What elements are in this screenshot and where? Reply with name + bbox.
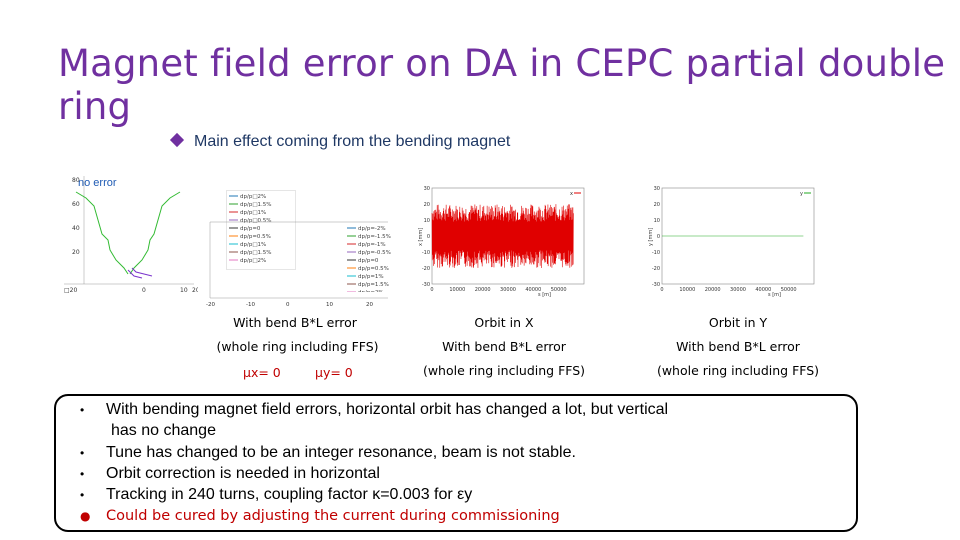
orbit-x-tick: 40000: [755, 287, 771, 293]
legend-entry: dp/p=1%: [358, 274, 384, 280]
da1-x-tick: 10: [180, 287, 188, 294]
orbit-y-tick: -20: [652, 266, 660, 272]
orbit-x-tick: 10000: [679, 287, 695, 293]
orbit-x-tick: 50000: [551, 287, 567, 293]
orbit-x-label: s [m]: [768, 292, 781, 298]
orbit-y-tick: 10: [654, 218, 660, 224]
orbit-y-tick: 20: [424, 202, 430, 208]
orbit-y-tick: 0: [427, 234, 430, 240]
da2-x-tick: 10: [326, 302, 333, 308]
summary-bullet-2-text: Tune has changed to be an integer resona…: [106, 444, 576, 461]
orbit-x-label: s [m]: [538, 292, 551, 298]
diamond-bullet-icon: [169, 132, 185, 148]
legend-entry: dp/p□1%: [240, 210, 266, 216]
da1-y-tick: 60: [72, 201, 80, 208]
summary-bullet-4: • Tracking in 240 turns, coupling factor …: [80, 486, 473, 503]
slide-title: Magnet field error on DA in CEPC partial…: [58, 42, 946, 128]
orbit-y-tick: 10: [424, 218, 430, 224]
orbit-x-tick: 20000: [475, 287, 491, 293]
legend-entry: dp/p=-0.5%: [358, 250, 391, 256]
legend-entry: dp/p=-2%: [358, 226, 386, 232]
da-with-error-plot: -20 -10 0 10 20: [206, 221, 388, 308]
summary-box: [54, 394, 858, 532]
orbit-legend-label: y: [800, 191, 803, 197]
da-caption-line2: (whole ring including FFS): [216, 339, 379, 354]
legend-entry: dp/p□1.5%: [240, 250, 272, 256]
orbit-trace: [431, 204, 574, 268]
legend-entry: dp/p=-1%: [358, 242, 386, 248]
legend-entry: dp/p=-1.5%: [358, 234, 391, 240]
orbit-x-tick: 30000: [730, 287, 746, 293]
orbit-y-tick: 0: [657, 234, 660, 240]
orbit-y-caption-line2: With bend B*L error: [676, 339, 800, 354]
no-error-label: no error: [78, 177, 117, 189]
legend-entry: dp/p□0.5%: [240, 218, 272, 224]
legend-entry: dp/p=0.5%: [358, 266, 389, 272]
da-with-error-legend: dp/p=-2% dp/p=-1.5% dp/p=-1% dp/p=-0.5% dp/p…: [347, 226, 391, 292]
orbit-y-label: x [mm]: [418, 228, 424, 246]
orbit-x-tick: 30000: [500, 287, 516, 293]
orbit-x-tick: 0: [660, 287, 663, 293]
orbit-x-tick: 0: [430, 287, 433, 293]
orbit-x-caption-line1: Orbit in X: [474, 315, 534, 330]
da2-x-tick: 0: [286, 302, 290, 308]
summary-bullet-1-cont-text: has no change: [111, 422, 216, 439]
da-no-error-plot: □20 0 10 20 80 60 40 20: [64, 176, 198, 294]
summary-bullet-3-text: Orbit correction is needed in horizontal: [106, 465, 380, 482]
da1-y-tick: 40: [72, 225, 80, 232]
orbit-legend-label: x: [570, 191, 573, 197]
da1-x-tick: 0: [142, 287, 146, 294]
summary-bullet-1-text: With bending magnet field errors, horizo…: [106, 401, 669, 418]
orbit-y-tick: 30: [654, 186, 660, 192]
orbit-y-tick: -30: [652, 282, 660, 288]
orbit-y-tick: -20: [422, 266, 430, 272]
da-no-error-legend: dp/p□2% dp/p□1.5% dp/p□1% dp/p□0.5% dp/p=0 dp…: [226, 190, 296, 270]
da-caption-line1: With bend B*L error: [233, 315, 357, 330]
orbit-x-tick: 10000: [449, 287, 465, 293]
da1-x-tick: 20: [192, 287, 198, 294]
da1-y-tick: 20: [72, 249, 80, 256]
legend-entry: dp/p=2%: [358, 290, 384, 292]
mu-x-value: μx= 0: [243, 365, 281, 380]
summary-bullet-3: • Orbit correction is needed in horizonta…: [80, 465, 380, 482]
orbit-y-caption-line1: Orbit in Y: [708, 315, 768, 330]
da2-x-tick: -10: [246, 302, 255, 308]
da1-y-tick: 80: [72, 177, 80, 184]
legend-entry: dp/p=0.5%: [240, 234, 271, 240]
da2-x-tick: 20: [366, 302, 373, 308]
orbit-y-caption-line3: (whole ring including FFS): [656, 363, 820, 378]
legend-entry: dp/p□2%: [240, 258, 266, 264]
orbit-y-tick: -10: [422, 250, 430, 256]
orbit-x-caption-line2: With bend B*L error: [442, 339, 566, 354]
orbit-x-tick: 50000: [781, 287, 797, 293]
legend-entry: dp/p=1.5%: [358, 282, 389, 288]
orbit-y-tick: -10: [652, 250, 660, 256]
legend-entry: dp/p□1%: [240, 242, 266, 248]
summary-bullet-1: • With bending magnet field errors, horiz…: [80, 401, 669, 418]
orbit-y-tick: 30: [424, 186, 430, 192]
summary-bullet-2: • Tune has changed to be an integer reson…: [80, 444, 576, 461]
orbit-y-tick: -30: [422, 282, 430, 288]
da1-x-tick: □20: [64, 287, 77, 294]
mu-y-value: μy= 0: [315, 365, 353, 380]
summary-bullet-5-text: Could be cured by adjusting the current …: [106, 508, 560, 524]
legend-entry: dp/p=0: [358, 258, 379, 264]
summary-bullet-5: ● Could be cured by adjusting the current…: [80, 508, 560, 524]
main-bullet: Main effect coming from the bending magn…: [169, 132, 511, 151]
orbit-x-tick: 20000: [705, 287, 721, 293]
legend-entry: dp/p□1.5%: [240, 202, 272, 208]
summary-bullet-1-cont: has no change: [111, 420, 216, 441]
legend-entry: dp/p=0: [240, 226, 261, 232]
orbit-x-tick: 40000: [525, 287, 541, 293]
main-bullet-text: Main effect coming from the bending magn…: [194, 133, 511, 150]
orbit-x-caption-line3: (whole ring including FFS): [422, 363, 586, 378]
orbit-y-tick: 20: [654, 202, 660, 208]
legend-entry: dp/p□2%: [240, 194, 266, 200]
orbit-y-label: y [mm]: [648, 228, 654, 246]
da2-x-tick: -20: [206, 302, 215, 308]
summary-bullet-4-text: Tracking in 240 turns, coupling factor κ…: [106, 486, 473, 503]
